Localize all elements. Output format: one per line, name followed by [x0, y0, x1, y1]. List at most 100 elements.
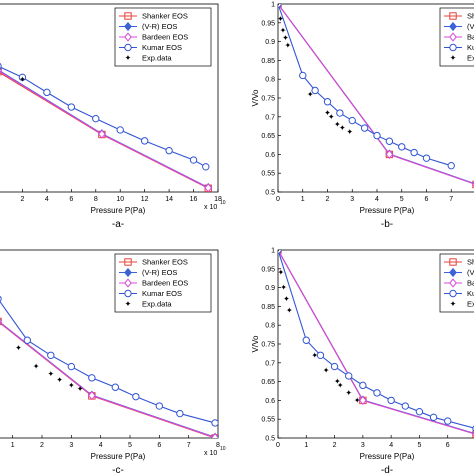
series-exp-data-point: ✦ — [334, 377, 341, 386]
series-kumar-eos-point — [345, 372, 353, 380]
series-kumar-eos-point — [0, 295, 2, 302]
series-kumar-eos-point — [447, 161, 455, 170]
x-tick-label: 14 — [165, 196, 173, 203]
x-axis-label: Pressure P(Pa) — [360, 452, 415, 461]
x-tick-label: 5 — [417, 442, 421, 449]
x-tick-label: 10 — [116, 196, 124, 203]
legend-entry-exp-data-marker: ✦ — [125, 300, 132, 309]
legend-entry-bardeen-eos-marker — [124, 278, 132, 288]
series-exp-data-point: ✦ — [339, 124, 346, 133]
series-exp-data-point: ✦ — [56, 375, 63, 384]
x-tick-label: 6 — [446, 442, 450, 449]
x-tick-label: 2 — [333, 442, 337, 449]
series-exp-data-point: ✦ — [285, 41, 292, 50]
legend-entry-bardeen-eos-marker — [124, 32, 132, 42]
series-exp-data-point: ✦ — [334, 120, 341, 129]
series-exp-data-point: ✦ — [286, 306, 293, 315]
y-tick-label: 0.7 — [265, 360, 275, 367]
x-tick-label: 7 — [449, 196, 453, 203]
y-tick-label: 1 — [271, 248, 275, 255]
series-kumar-eos-point — [330, 362, 339, 371]
series-kumar-eos-point — [398, 143, 406, 151]
x-multiplier: x 10 — [204, 204, 217, 211]
series-kumar-eos-point — [23, 336, 32, 344]
x-tick-label: 6 — [425, 196, 429, 203]
x-axis-label: Pressure P(Pa) — [91, 206, 146, 215]
series-exp-data-point: ✦ — [323, 366, 330, 375]
chart-panel-d: 012345670.50.550.60.650.70.750.80.850.90… — [251, 246, 474, 474]
series-kumar-eos-point — [299, 71, 307, 80]
series-exp-data-point: ✦ — [47, 370, 54, 379]
x-tick-label: 2 — [40, 442, 44, 449]
series-group: ✦✦✦✦✦ ✦ — [0, 295, 218, 438]
panel-label: -a- — [112, 219, 124, 230]
series-kumar-eos-point — [47, 351, 55, 359]
series-kumar-eos-point — [0, 62, 2, 70]
series-exp-data-point: ✦ — [337, 381, 344, 390]
series-bardeen-eos-point — [88, 390, 96, 401]
panel-label: -b- — [381, 219, 393, 230]
series-kumar-eos-point — [302, 336, 310, 344]
series-exp-data-point: ✦ — [277, 15, 284, 24]
x-tick-label: 3 — [350, 196, 354, 203]
legend-entry-shanker-eos-marker — [124, 258, 132, 266]
legend-entry-v-r-eos-label: (V-R) EOS — [142, 22, 177, 31]
y-tick-label: 0.65 — [261, 133, 275, 140]
x-exponent: 10 — [220, 446, 226, 452]
legend-entry-exp-data-label: Exp.data — [467, 54, 474, 63]
series-kumar-eos-point — [278, 250, 282, 254]
series-kumar-eos-point — [410, 148, 418, 157]
series-exp-data-point: ✦ — [307, 90, 314, 99]
x-multiplier: x 10 — [204, 450, 217, 457]
x-tick-label: 1 — [304, 442, 308, 449]
x-tick-label: 3 — [69, 442, 73, 449]
y-tick-label: 0.85 — [261, 304, 275, 311]
series-kumar-eos-point — [67, 362, 76, 371]
series-exp-data-point: ✦ — [280, 283, 287, 292]
legend-entry-v-r-eos-marker — [449, 267, 457, 278]
legend-entry-bardeen-eos-label: Bardeen EOS — [142, 33, 188, 42]
series-bardeen-eos-point — [204, 183, 213, 192]
x-tick-label: 5 — [128, 442, 132, 449]
x-tick-label: 4 — [99, 442, 103, 449]
series-bardeen-eos-point — [0, 68, 2, 73]
y-tick-label: 0.6 — [265, 152, 275, 159]
series-exp-data-point: ✦ — [275, 0, 282, 9]
series-kumar-eos-point — [385, 137, 394, 145]
legend-entry-shanker-eos-marker — [449, 258, 457, 266]
legend-entry-kumar-eos-marker — [124, 43, 132, 52]
series-kumar-eos-point — [111, 383, 120, 391]
series-kumar-eos-point — [132, 392, 140, 401]
series-exp-data-point: ✦ — [283, 294, 290, 303]
x-tick-label: 6 — [69, 196, 73, 203]
series-exp-data-point: ✦ — [275, 246, 282, 255]
legend-entry-kumar-eos-label: Kumar EOS — [142, 43, 182, 52]
x-tick-label: 4 — [375, 196, 379, 203]
series-exp-data-point: ✦ — [282, 33, 289, 42]
y-tick-label: 0.95 — [261, 20, 275, 27]
series-bardeen-eos-point — [359, 395, 367, 405]
series-kumar-eos-point — [387, 396, 395, 405]
series-kumar-eos-point — [88, 374, 96, 382]
x-tick-label: 1 — [301, 196, 305, 203]
y-tick-label: 0.95 — [261, 266, 275, 273]
series-kumar-eos-point — [43, 88, 51, 97]
series-kumar-eos-point — [373, 131, 381, 140]
series-exp-data-point: ✦ — [345, 388, 352, 397]
series-bardeen-eos-point — [211, 433, 218, 438]
y-tick-label: 0.7 — [265, 114, 275, 121]
legend-entry-kumar-eos-label: Kumar EOS — [142, 289, 182, 298]
x-tick-label: 8 — [216, 442, 220, 449]
y-tick-label: 0.6 — [265, 398, 275, 405]
chart-panel-b: 0123456780.50.550.60.650.70.750.80.850.9… — [251, 0, 474, 230]
y-tick-label: 0.9 — [265, 39, 275, 46]
legend-entry-bardeen-eos-label: Bardeen EOS — [142, 279, 188, 288]
series-exp-data-point: ✦ — [280, 26, 287, 35]
series-exp-data-point: ✦ — [328, 112, 335, 121]
x-tick-label: 2 — [20, 196, 24, 203]
legend-entry-kumar-eos-marker — [449, 43, 457, 52]
series-exp-data-point: ✦ — [77, 385, 84, 394]
